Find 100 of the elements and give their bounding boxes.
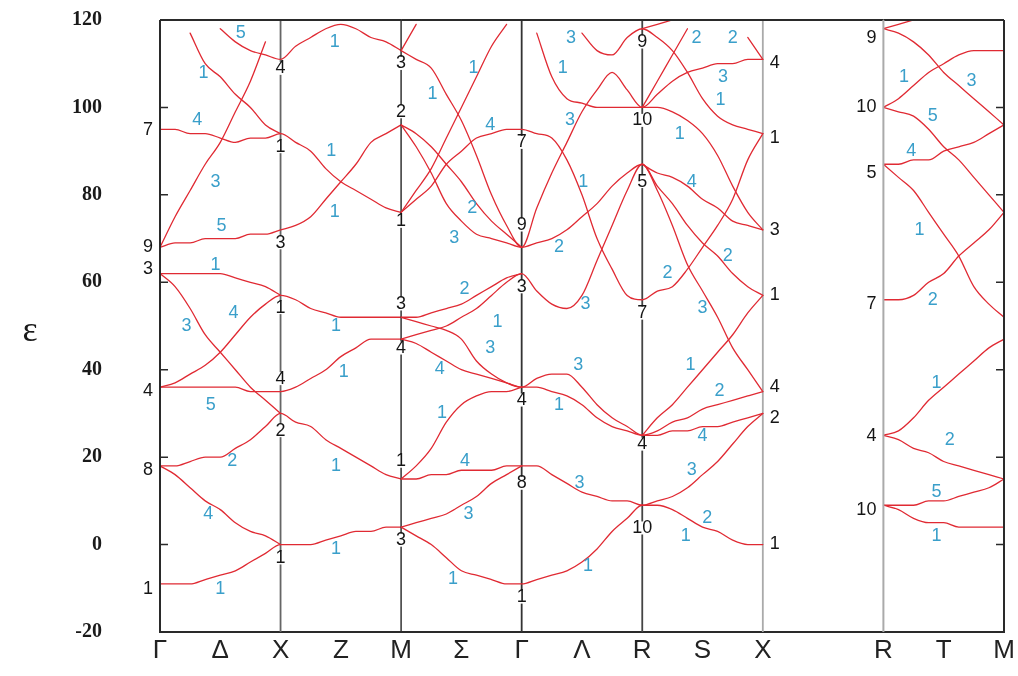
y-tick-label: 20 <box>82 444 102 467</box>
annotation: 3 <box>573 354 584 375</box>
y-tick-label: 60 <box>82 269 102 292</box>
annotation: 1 <box>680 524 691 545</box>
x-tick-label: R <box>632 633 652 664</box>
annotation: 3 <box>463 502 474 523</box>
annotation: 3 <box>275 231 286 252</box>
annotation: 7 <box>866 292 877 313</box>
annotation: 1 <box>468 57 479 78</box>
annotation: 2 <box>769 406 780 427</box>
annotation: 3 <box>449 227 460 248</box>
y-tick-label: -20 <box>75 619 102 642</box>
annotation: 5 <box>866 161 877 182</box>
annotation: 1 <box>557 57 568 78</box>
annotation: 8 <box>516 472 527 493</box>
y-tick-label: 0 <box>92 531 102 554</box>
annotation: 2 <box>714 380 725 401</box>
annotation: 5 <box>216 214 227 235</box>
annotation: 1 <box>931 524 942 545</box>
annotation: 1 <box>898 65 909 86</box>
annotation: 1 <box>275 296 286 317</box>
annotation: 4 <box>434 358 445 379</box>
annotation: 9 <box>516 213 527 234</box>
annotation: 5 <box>637 170 648 191</box>
annotation: 2 <box>396 100 407 121</box>
y-axis-title: ε <box>22 309 38 350</box>
annotation: 2 <box>467 196 478 217</box>
annotation: 1 <box>210 253 221 274</box>
annotation: 2 <box>227 450 238 471</box>
annotation: 3 <box>181 314 192 335</box>
y-tick-label: 40 <box>82 356 102 379</box>
annotation: 4 <box>192 109 203 130</box>
x-tick-label: Λ <box>573 633 592 664</box>
annotation: 1 <box>685 354 696 375</box>
annotation: 1 <box>492 310 503 331</box>
annotation: 2 <box>944 428 955 449</box>
annotation: 5 <box>235 21 246 42</box>
annotation: 1 <box>275 135 286 156</box>
annotation: 1 <box>674 122 685 143</box>
annotation: 3 <box>396 52 407 73</box>
annotation: 4 <box>275 57 286 78</box>
annotation: 1 <box>769 284 780 305</box>
x-tick-label: M <box>993 633 1015 664</box>
annotation: 3 <box>396 529 407 550</box>
annotation: 4 <box>686 170 697 191</box>
annotation: 5 <box>205 393 216 414</box>
annotation: 3 <box>574 472 585 493</box>
y-tick-label: 100 <box>72 94 102 117</box>
annotation: 1 <box>914 218 925 239</box>
x-tick-label: Γ <box>152 633 168 664</box>
annotation: 3 <box>697 297 708 318</box>
annotation: 3 <box>718 65 729 86</box>
annotation: 1 <box>554 393 565 414</box>
x-tick-label: Σ <box>453 633 470 664</box>
annotation: 10 <box>632 109 653 130</box>
annotation: 4 <box>769 376 780 397</box>
x-tick-label: X <box>271 633 290 664</box>
annotation: 4 <box>769 52 780 73</box>
annotation: 2 <box>722 245 733 266</box>
x-tick-label: M <box>390 633 412 664</box>
annotation: 4 <box>485 113 496 134</box>
annotation: 3 <box>769 218 780 239</box>
x-tick-label: Z <box>332 633 349 664</box>
annotation: 4 <box>460 450 471 471</box>
annotation: 10 <box>856 498 877 519</box>
annotation: 4 <box>396 337 407 357</box>
annotation: 9 <box>866 26 877 47</box>
annotation: 10 <box>856 96 877 117</box>
text: 1 <box>142 577 153 598</box>
annotation: 7 <box>516 131 527 152</box>
y-tick-label: 120 <box>72 7 102 30</box>
annotation: 2 <box>275 419 286 440</box>
annotation: 1 <box>715 88 726 109</box>
annotation: 3 <box>686 459 697 480</box>
annotation: 1 <box>331 455 342 476</box>
annotation: 2 <box>662 262 673 283</box>
annotation: 1 <box>578 170 589 191</box>
text: 7 <box>142 118 153 139</box>
annotation: 4 <box>906 139 917 160</box>
annotation: 1 <box>338 360 349 381</box>
annotation: 7 <box>637 302 648 323</box>
annotation: 3 <box>516 275 527 296</box>
annotation: 1 <box>329 201 340 222</box>
annotation: 3 <box>580 292 591 313</box>
annotation: 4 <box>228 302 239 323</box>
y-tick-label: 80 <box>82 182 102 205</box>
annotation: 3 <box>564 109 575 130</box>
x-tick-label: X <box>754 633 772 664</box>
text: 4 <box>142 380 153 401</box>
annotation: 1 <box>215 577 226 598</box>
annotation: 1 <box>447 568 458 589</box>
annotation: 2 <box>691 26 702 47</box>
annotation: 1 <box>931 371 942 392</box>
annotation: 3 <box>396 292 407 313</box>
x-tick-label: Γ <box>514 633 529 664</box>
annotation: 4 <box>203 502 214 523</box>
annotation: 9 <box>637 31 648 51</box>
annotation: 3 <box>566 26 577 47</box>
x-tick-label: Δ <box>211 633 229 664</box>
annotation: 1 <box>396 210 407 231</box>
